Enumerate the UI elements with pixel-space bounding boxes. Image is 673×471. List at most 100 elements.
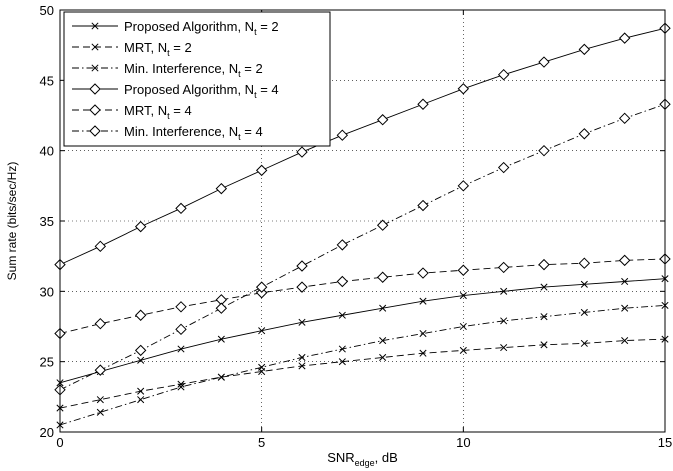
series-1	[56, 275, 669, 387]
legend-label: Proposed Algorithm, Nt = 4	[124, 82, 279, 100]
legend-label-suffix: = 2	[241, 61, 263, 76]
series-line	[59, 338, 666, 409]
data-point	[298, 318, 306, 326]
data-point	[177, 380, 185, 388]
x-tick-label: 10	[456, 435, 470, 450]
legend-entry: Min. Interference, Nt = 4	[72, 124, 263, 142]
data-point	[459, 291, 467, 300]
data-point	[134, 220, 147, 233]
legend-entry: MRT, Nt = 4	[72, 103, 192, 121]
data-point	[580, 280, 588, 288]
axis-ticks: 0 5 10 15 20 25 30 35 40 45 50	[40, 3, 673, 450]
data-point	[457, 180, 470, 192]
data-point	[497, 261, 510, 274]
data-point	[296, 281, 308, 293]
legend-label-suffix: = 4	[241, 124, 263, 139]
series-2	[56, 335, 669, 412]
data-point	[177, 383, 185, 391]
data-point	[500, 317, 508, 325]
data-point	[578, 257, 591, 269]
data-point	[298, 353, 306, 362]
data-point	[419, 329, 427, 338]
data-point	[336, 275, 349, 288]
x-tick-label: 0	[56, 435, 63, 450]
series-line	[59, 27, 666, 266]
data-point	[580, 339, 588, 347]
data-point	[538, 56, 550, 68]
legend-label-text: Min. Interference, N	[124, 61, 238, 76]
data-point	[457, 83, 470, 95]
series-line	[59, 304, 666, 426]
data-point	[417, 98, 429, 110]
y-tick-label: 20	[40, 425, 54, 440]
legend-label-suffix: = 2	[170, 40, 192, 55]
data-point	[338, 358, 346, 366]
y-tick-label: 30	[40, 284, 54, 299]
data-point	[376, 114, 389, 126]
data-point	[177, 345, 185, 353]
legend-label-text: Proposed Algorithm, N	[124, 19, 254, 34]
data-point	[255, 281, 268, 293]
data-point	[175, 323, 187, 336]
legend-marker	[89, 125, 101, 137]
data-point	[417, 199, 429, 212]
series-3	[56, 301, 669, 429]
legend-label: Min. Interference, Nt = 2	[124, 61, 263, 79]
legend-label-text: MRT, N	[124, 103, 167, 118]
legend-marker	[91, 22, 99, 30]
data-point	[338, 345, 346, 353]
y-axis-label: Sum rate (bits/sec/Hz)	[5, 162, 19, 281]
series-lines	[54, 22, 671, 429]
data-point	[258, 363, 266, 371]
data-point	[621, 304, 629, 312]
legend-label-subscript: t	[254, 27, 257, 37]
data-point	[621, 337, 629, 345]
data-point	[336, 239, 349, 251]
legend-label: Min. Interference, Nt = 4	[124, 124, 263, 142]
legend-label-suffix: = 4	[170, 103, 192, 118]
data-point	[497, 68, 510, 81]
data-point	[376, 219, 389, 231]
x-tick-label: 15	[658, 435, 672, 450]
legend-box	[63, 11, 331, 147]
data-point	[296, 146, 308, 158]
series-line	[59, 278, 666, 384]
legend-label-subscript: t	[238, 69, 241, 79]
data-point	[137, 356, 145, 364]
data-point	[417, 267, 429, 279]
x-tick-label: 5	[258, 435, 265, 450]
data-point	[538, 258, 550, 271]
data-point	[217, 373, 225, 381]
series-line	[59, 103, 666, 391]
grid-lines	[60, 10, 665, 432]
data-point	[379, 304, 387, 312]
data-point	[497, 161, 510, 174]
series-5	[54, 253, 671, 340]
data-point	[459, 346, 467, 354]
data-point	[457, 264, 470, 276]
data-point	[580, 308, 588, 316]
legend-label-subscript: t	[254, 90, 257, 100]
legend-marker	[91, 64, 99, 72]
legend-label: MRT, Nt = 4	[124, 103, 192, 121]
data-point	[540, 341, 548, 349]
legend-label-text: Min. Interference, N	[124, 124, 238, 139]
legend-label: MRT, Nt = 2	[124, 40, 192, 58]
legend-marker	[89, 83, 101, 95]
data-point	[338, 311, 346, 319]
legend-label-text: MRT, N	[124, 40, 167, 55]
legend-label-suffix: = 4	[257, 82, 279, 97]
x-axis-label-suffix: , dB	[375, 450, 398, 465]
data-point	[298, 362, 306, 370]
data-point	[175, 301, 187, 313]
legend-label-suffix: = 2	[257, 19, 279, 34]
data-point	[215, 302, 228, 314]
data-point	[578, 43, 591, 56]
legend-label-text: Proposed Algorithm, N	[124, 82, 254, 97]
legend-entry: Proposed Algorithm, Nt = 2	[72, 19, 279, 37]
data-point	[618, 112, 631, 125]
legend-entry: Proposed Algorithm, Nt = 4	[72, 82, 279, 100]
data-point	[540, 283, 548, 291]
